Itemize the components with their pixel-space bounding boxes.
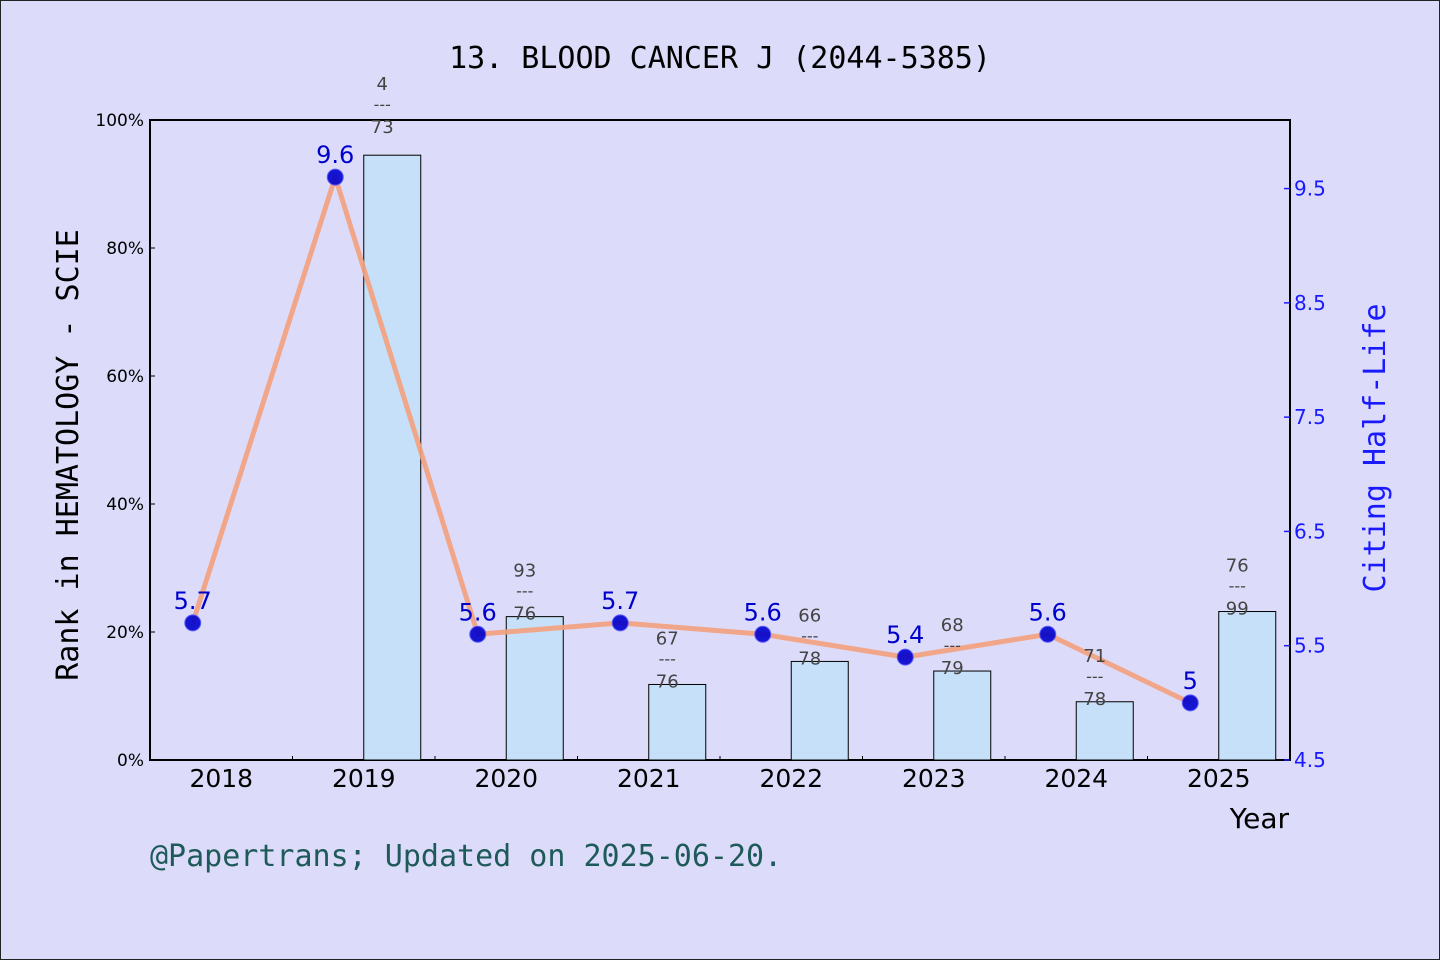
rank-denominator: 78	[798, 648, 821, 669]
x-tick-label: 2022	[759, 764, 823, 793]
rank-divider: ---	[659, 649, 676, 668]
x-tick-label: 2018	[189, 764, 253, 793]
rank-denominator: 78	[1083, 689, 1106, 710]
plot-area: 0% 20% 40% 60% 80% 100% 4.5 5.5 6.5 7.5 8.5 9.5 2018…	[95, 74, 1325, 793]
rank-numerator: 76	[1226, 556, 1249, 577]
half-life-marker	[1181, 694, 1199, 712]
y-left-tick-label: 100%	[95, 111, 144, 131]
rank-numerator: 67	[656, 628, 679, 649]
half-life-marker	[184, 614, 202, 632]
x-tick-label: 2025	[1187, 764, 1251, 793]
bar	[1218, 611, 1277, 761]
half-life-marker	[896, 648, 914, 666]
half-life-label: 5.7	[601, 587, 639, 615]
y-right-tick-label: 6.5	[1294, 519, 1326, 543]
half-life-marker	[754, 625, 772, 643]
x-tick-label: 2023	[902, 764, 966, 793]
x-tick-label: 2019	[332, 764, 396, 793]
half-life-label: 5.6	[1029, 598, 1067, 626]
y-axis-right-label: Citing Half-Life	[1358, 304, 1393, 593]
bar	[363, 154, 422, 761]
half-life-marker	[469, 625, 487, 643]
rank-numerator: 93	[513, 561, 536, 582]
bar	[1075, 701, 1134, 761]
half-life-marker	[326, 168, 344, 186]
half-life-label: 5.7	[174, 587, 212, 615]
rank-denominator: 99	[1226, 599, 1249, 620]
rank-divider: ---	[374, 95, 391, 114]
y-right-tick-label: 4.5	[1294, 748, 1326, 772]
y-left-tick-label: 0%	[117, 751, 144, 771]
rank-divider: ---	[1229, 577, 1246, 596]
rank-denominator: 76	[513, 604, 536, 625]
rank-numerator: 68	[941, 615, 964, 636]
rank-divider: ---	[801, 626, 818, 645]
half-life-label: 5.4	[886, 621, 924, 649]
footer-credit: @Papertrans; Updated on 2025-06-20.	[150, 839, 782, 874]
y-left-tick-label: 60%	[106, 367, 144, 387]
rank-divider: ---	[516, 582, 533, 601]
half-life-line	[190, 174, 1192, 706]
y-right-tick-label: 9.5	[1294, 177, 1326, 201]
half-life-label: 5.6	[744, 598, 782, 626]
bar	[505, 616, 564, 761]
chart-title: 13. BLOOD CANCER J (2044-5385)	[449, 41, 991, 76]
x-tick-label: 2020	[474, 764, 538, 793]
y-axis-left-label: Rank in HEMATOLOGY - SCIE	[51, 229, 86, 681]
half-life-label: 9.6	[316, 141, 354, 169]
y-left-tick-label: 40%	[106, 495, 144, 515]
rank-denominator: 73	[371, 117, 394, 138]
rank-denominator: 76	[656, 671, 679, 692]
y-right-tick-label: 5.5	[1294, 634, 1326, 658]
x-tick-label: 2021	[617, 764, 681, 793]
y-right-tick-label: 8.5	[1294, 291, 1326, 315]
bar	[648, 683, 707, 761]
half-life-label: 5	[1183, 667, 1198, 695]
rank-divider: ---	[944, 636, 961, 655]
y-left-tick-label: 20%	[106, 623, 144, 643]
rank-denominator: 79	[941, 658, 964, 679]
half-life-marker	[1039, 625, 1057, 643]
rank-numerator: 71	[1083, 646, 1106, 667]
half-life-marker	[611, 614, 629, 632]
half-life-label: 5.6	[459, 598, 497, 626]
rank-numerator: 4	[377, 74, 388, 95]
rank-numerator: 66	[798, 605, 821, 626]
rank-divider: ---	[1086, 667, 1103, 686]
x-tick-label: 2024	[1044, 764, 1108, 793]
x-axis-label: Year	[1229, 802, 1290, 835]
y-left-tick-label: 80%	[106, 239, 144, 259]
y-right-tick-label: 7.5	[1294, 405, 1326, 429]
bar	[933, 670, 992, 761]
bar	[790, 660, 849, 761]
